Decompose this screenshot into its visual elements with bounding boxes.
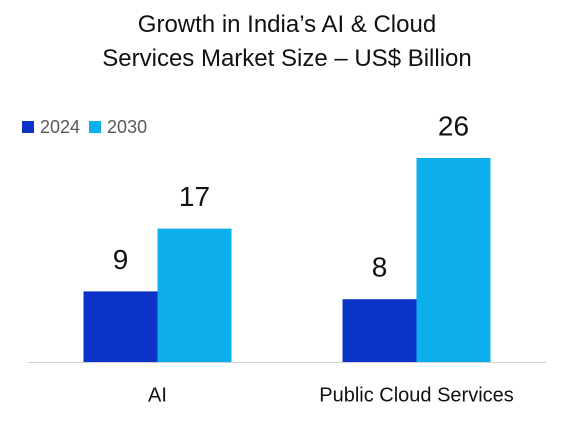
data-label: 9 — [113, 244, 129, 275]
legend-swatch — [22, 121, 34, 133]
legend-swatch — [89, 121, 102, 133]
bar — [416, 158, 491, 362]
data-label: 17 — [179, 181, 210, 212]
x-tick-label: Public Cloud Services — [319, 384, 514, 406]
bar — [342, 299, 417, 362]
bar — [83, 291, 158, 362]
x-tick-label: AI — [148, 384, 167, 406]
data-label: 8 — [372, 252, 388, 283]
legend-label: 2030 — [107, 117, 147, 137]
chart-title: Growth in India’s AI & Cloud Services Ma… — [102, 11, 472, 72]
data-label: 26 — [438, 110, 469, 141]
legend-label: 2024 — [40, 117, 80, 137]
bar — [157, 228, 232, 362]
